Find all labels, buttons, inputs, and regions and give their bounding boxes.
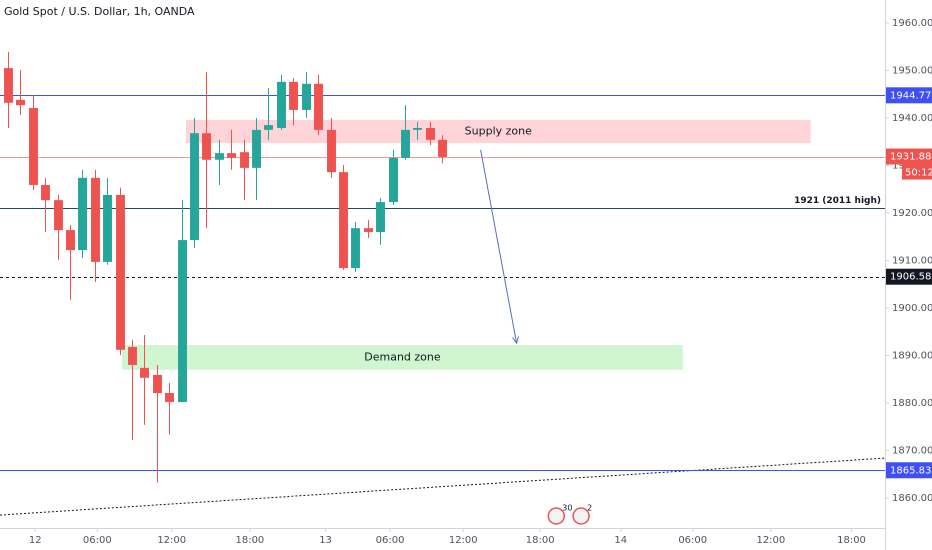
zone-label: Demand zone — [364, 350, 441, 363]
candle-body — [438, 139, 447, 157]
x-tick-label: 06:00 — [376, 535, 405, 546]
candle-body — [140, 367, 149, 378]
x-tick-label: 12 — [29, 535, 42, 546]
y-tick-label: 1860.000 — [892, 493, 932, 504]
y-tick-label: 1900.000 — [892, 303, 932, 314]
y-tick-label: 1960.000 — [892, 18, 932, 29]
x-tick-label: 06:00 — [83, 535, 112, 546]
x-tick-label: 06:00 — [678, 535, 707, 546]
candle-body — [66, 230, 75, 251]
candle-body — [4, 68, 13, 103]
x-tick-label: 14 — [614, 535, 627, 546]
countdown: 50:12 — [905, 168, 932, 179]
y-tick-label: 1920.000 — [892, 208, 932, 219]
plot-area: Supply zone Demand zone 1921 (2011 high) — [0, 51, 886, 516]
price-tag — [886, 87, 932, 104]
candle-body — [264, 125, 273, 130]
candle-body — [401, 129, 410, 158]
x-tick-label: 12:00 — [756, 535, 785, 546]
price-tag-label: 1931.883 — [890, 152, 932, 163]
zone — [122, 345, 683, 370]
candle-body — [103, 194, 112, 262]
candle-body — [240, 152, 249, 168]
candle-body — [165, 393, 174, 403]
event-icon — [572, 507, 590, 525]
price-tag-label: 1865.836 — [890, 465, 932, 476]
candle-body — [153, 374, 162, 394]
candle-body — [413, 127, 422, 130]
x-tick-label: 18:00 — [235, 535, 264, 546]
candle-body — [128, 346, 137, 365]
arrow — [480, 149, 518, 344]
time-axis-bg — [0, 529, 885, 550]
candle-body — [327, 129, 336, 173]
countdown-bg — [902, 164, 932, 180]
candle-body — [29, 108, 38, 185]
x-tick-label: 12:00 — [449, 535, 478, 546]
candle-body — [78, 177, 87, 251]
x-tick-label: 18:00 — [837, 535, 866, 546]
price-tag-label: 1944.774 — [890, 90, 932, 101]
zone-label: Supply zone — [465, 125, 532, 138]
candle-body — [302, 83, 311, 110]
candle-body — [252, 129, 261, 168]
y-tick-label: 1950.000 — [892, 65, 932, 76]
event-count: 30 — [562, 504, 572, 513]
candle-body — [277, 81, 286, 128]
price-tag-label: 1906.585 — [890, 272, 932, 283]
candle-body — [91, 177, 100, 262]
y-tick-label: 1910.000 — [892, 255, 932, 266]
candle-body — [289, 81, 298, 110]
candle-body — [314, 83, 323, 130]
candle-body — [426, 127, 435, 140]
y-tick-label: 1870.000 — [892, 445, 932, 456]
candle-body — [389, 157, 398, 203]
x-tick-label: 13 — [319, 535, 332, 546]
candle-body — [41, 184, 50, 201]
arrow-head — [512, 336, 519, 345]
chart-title: Gold Spot / U.S. Dollar, 1h, OANDA — [4, 5, 195, 18]
event-count: 2 — [587, 504, 592, 513]
level-label: 1921 (2011 high) — [794, 196, 881, 206]
candle-body — [215, 153, 224, 160]
y-tick-label: 1890.000 — [892, 350, 932, 361]
event-icon — [547, 507, 566, 525]
candle-body — [16, 99, 25, 106]
x-tick-label: 18:00 — [526, 535, 555, 546]
x-tick-label: 12:00 — [157, 535, 186, 546]
candle-body — [54, 200, 63, 231]
candle-body — [178, 240, 187, 403]
price-tag — [886, 148, 932, 165]
price-tag — [886, 268, 932, 285]
candle-body — [364, 228, 373, 232]
candle-body — [116, 194, 125, 350]
y-tick-label: 1880.000 — [892, 398, 932, 409]
candle-body — [202, 133, 211, 160]
candle-body — [227, 153, 236, 158]
candle-body — [376, 202, 385, 232]
candle-body — [339, 172, 348, 269]
zone — [186, 119, 811, 144]
candle-body — [190, 133, 199, 241]
y-tick-label: 1940.000 — [892, 113, 932, 124]
candle-body — [351, 228, 360, 269]
price-tag — [886, 462, 932, 479]
